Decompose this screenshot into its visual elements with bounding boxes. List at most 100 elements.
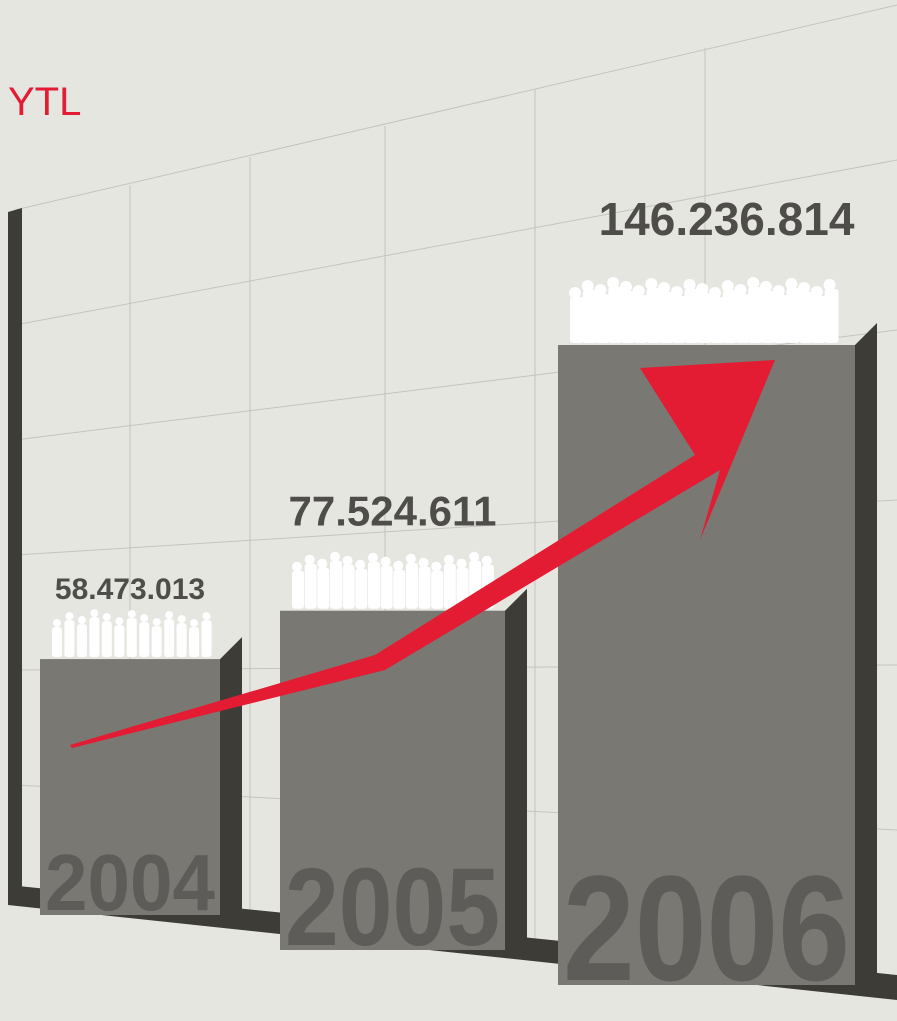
person-head — [607, 277, 620, 289]
person-body — [367, 561, 380, 609]
person-head — [431, 561, 442, 572]
year-label: 2004 — [45, 838, 215, 927]
person-head — [304, 554, 315, 565]
person-head — [152, 618, 161, 627]
person-head — [165, 611, 174, 620]
left-wall — [8, 208, 22, 892]
person-body — [292, 570, 304, 609]
person-body — [418, 566, 431, 609]
person-head — [292, 561, 302, 572]
person-body — [151, 626, 162, 658]
unit-label: YTL — [8, 80, 81, 124]
person-body — [304, 563, 317, 609]
person-body — [748, 287, 763, 343]
year-label: 2005 — [285, 846, 500, 969]
person-body — [659, 292, 674, 343]
person-head — [342, 555, 353, 566]
person-body — [633, 295, 648, 343]
person-head — [709, 287, 722, 299]
person-head — [810, 286, 823, 298]
person-head — [696, 283, 709, 295]
person-head — [355, 559, 366, 570]
person-head — [798, 282, 811, 294]
person-body — [189, 627, 200, 658]
value-label: 146.236.814 — [599, 193, 855, 245]
person-head — [569, 287, 581, 299]
person-body — [317, 567, 330, 609]
person-body — [582, 290, 597, 343]
person-body — [76, 624, 87, 658]
person-body — [393, 569, 406, 609]
person-body — [620, 291, 635, 343]
person-head — [127, 610, 136, 619]
person-head — [317, 558, 328, 569]
person-body — [201, 620, 212, 658]
person-head — [456, 558, 467, 569]
person-body — [443, 563, 456, 609]
person-head — [658, 282, 671, 294]
person-body — [722, 290, 737, 343]
person-head — [190, 619, 199, 628]
person-head — [721, 280, 734, 292]
person-body — [824, 289, 839, 343]
person-head — [581, 280, 594, 292]
person-head — [823, 279, 836, 291]
person-body — [760, 291, 775, 343]
person-head — [202, 612, 211, 621]
person-body — [329, 560, 342, 609]
year-label: 2006 — [563, 844, 850, 1012]
person-head — [102, 613, 111, 622]
person-head — [469, 551, 480, 562]
bar — [280, 610, 505, 950]
person-body — [139, 622, 150, 658]
person-head — [140, 614, 149, 623]
person-body — [101, 621, 112, 658]
person-body — [89, 617, 100, 658]
person-head — [418, 557, 429, 568]
person-head — [619, 281, 632, 293]
bar-side — [505, 588, 527, 950]
value-label: 77.524.611 — [289, 488, 497, 535]
person-body — [811, 296, 826, 343]
person-head — [367, 552, 378, 563]
bar — [40, 659, 220, 915]
person-head — [747, 277, 760, 289]
person-body — [799, 292, 814, 343]
person-body — [684, 289, 699, 343]
person-head — [683, 279, 696, 291]
person-head — [77, 616, 86, 625]
bar-side — [855, 323, 877, 985]
person-body — [342, 564, 355, 609]
bar-side — [220, 637, 242, 915]
person-body — [697, 293, 712, 343]
person-body — [176, 623, 187, 658]
person-body — [64, 620, 75, 658]
person-head — [632, 285, 645, 297]
person-head — [670, 286, 683, 298]
person-head — [443, 554, 454, 565]
person-head — [481, 555, 492, 566]
person-head — [772, 285, 785, 297]
person-body — [735, 294, 750, 343]
person-head — [177, 615, 186, 624]
person-body — [710, 297, 725, 343]
person-head — [759, 281, 772, 293]
person-body — [52, 627, 62, 658]
person-head — [65, 612, 74, 621]
person-head — [53, 619, 61, 628]
person-body — [405, 562, 418, 609]
person-body — [608, 287, 623, 343]
person-body — [380, 565, 393, 609]
value-label: 58.473.013 — [55, 573, 205, 606]
person-body — [646, 288, 661, 343]
person-head — [115, 617, 124, 626]
person-body — [786, 288, 801, 343]
person-head — [594, 284, 607, 296]
person-head — [785, 278, 798, 290]
growth-arrow — [70, 360, 775, 748]
person-body — [164, 619, 175, 658]
person-head — [393, 560, 404, 571]
person-head — [380, 556, 391, 567]
person-body — [773, 295, 788, 343]
person-body — [355, 568, 368, 609]
